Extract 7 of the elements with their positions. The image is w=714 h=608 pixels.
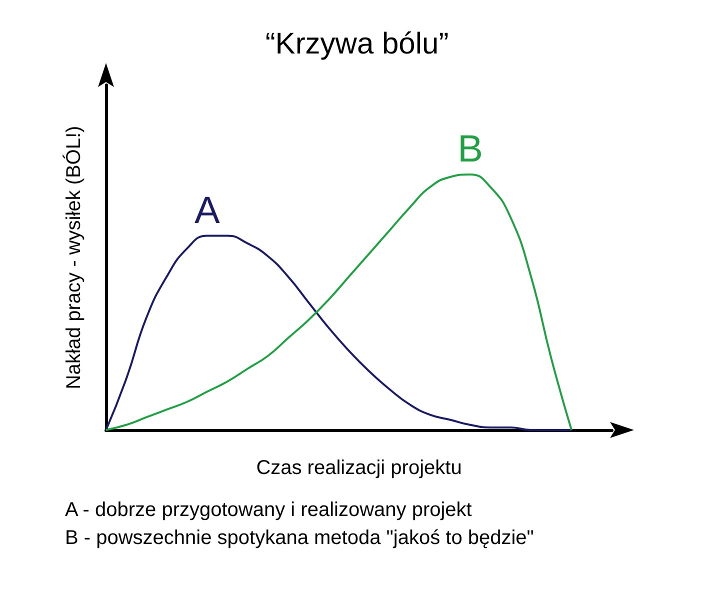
x-axis-title: Czas realizacji projektu [256,457,462,479]
series-label: A [194,190,221,232]
y-axis-title: Nakład pracy - wysiłek (BÓL!) [62,126,85,390]
text: A - dobrze przygotowany i realizowany projekt [65,499,472,521]
series-label: B [458,128,483,170]
text: B - powszechnie spotykana metoda "jakoś to będzie" [65,527,534,549]
chart-title: “Krzywa bólu” [265,28,449,60]
